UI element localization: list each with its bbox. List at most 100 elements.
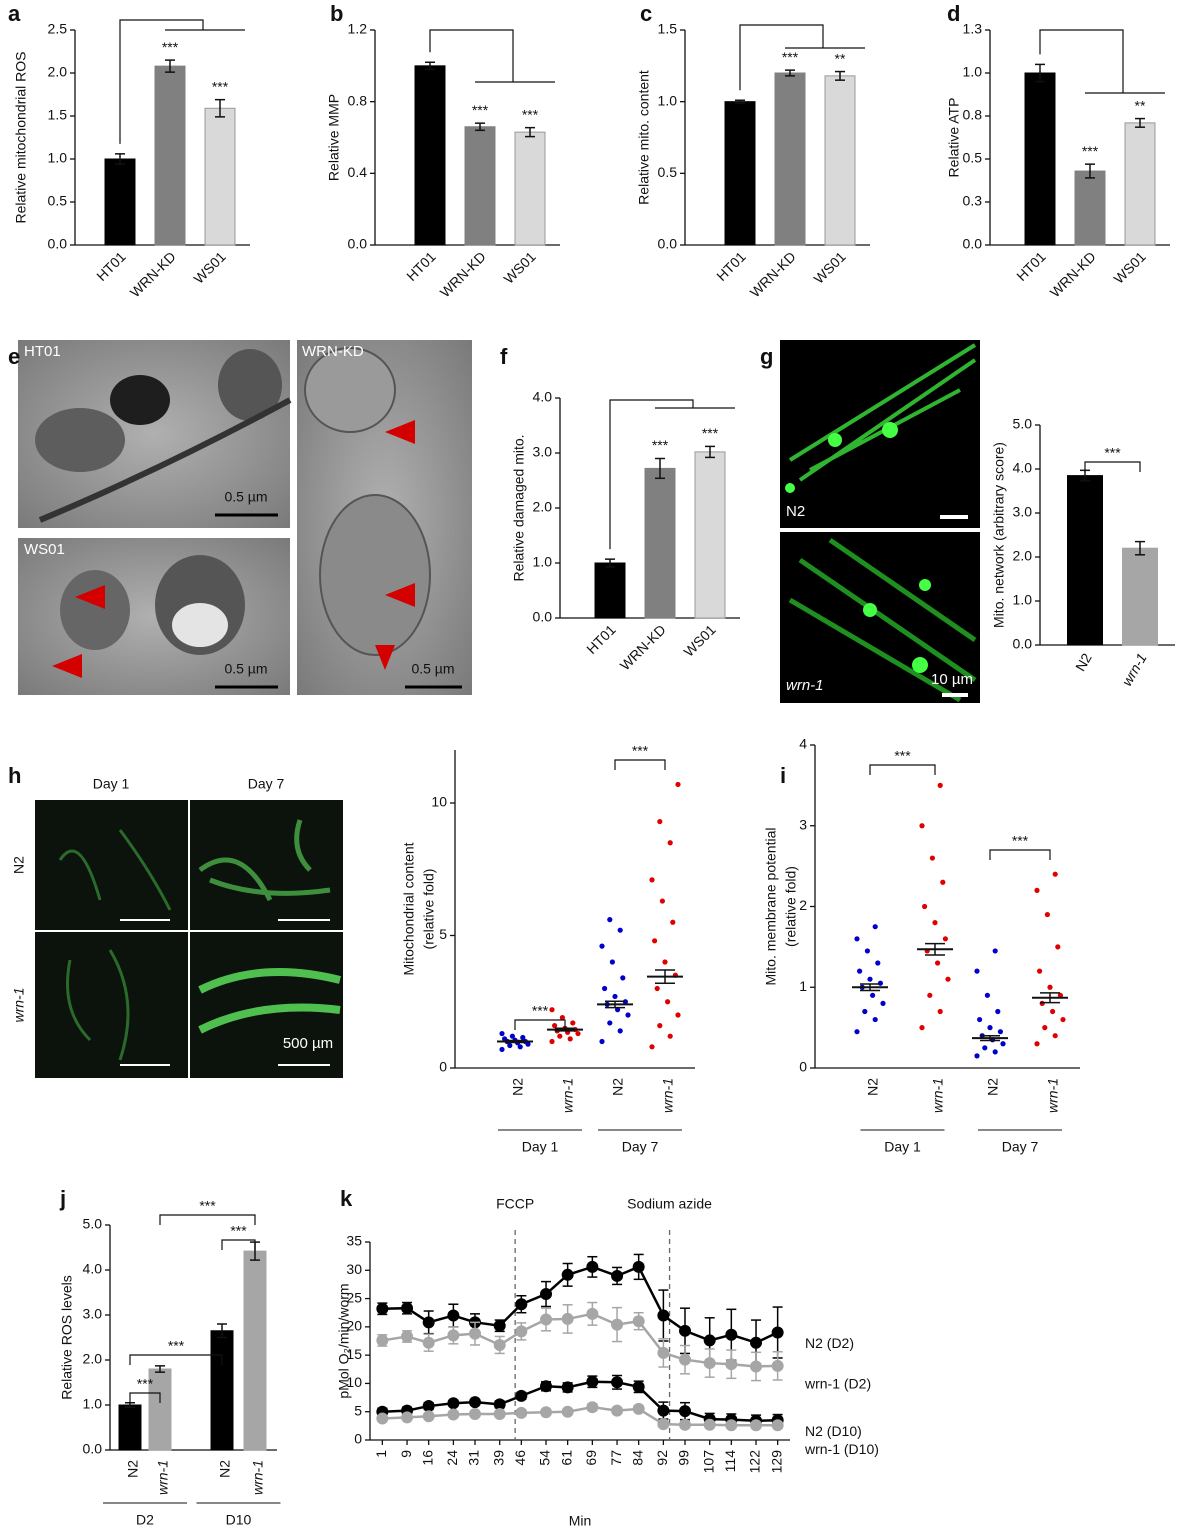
significance-label: ***	[1012, 833, 1029, 849]
em-images: HT01 WS01 WRN-KD 0.5 µm 0.5 µm 0.5 µm e	[8, 340, 472, 695]
series-line	[382, 1265, 779, 1345]
bar	[1122, 547, 1158, 646]
y-tick-label: 1.0	[48, 150, 68, 166]
series-point	[657, 1418, 670, 1431]
y-tick-label: 10	[431, 794, 447, 810]
y-tick-label: 1.0	[963, 64, 983, 80]
bar	[414, 65, 446, 246]
y-tick-label: 0.8	[963, 107, 983, 123]
x-tick-label: 24	[444, 1450, 460, 1466]
x-tick-label: 99	[676, 1450, 692, 1466]
x-tick-label: 77	[608, 1450, 624, 1466]
x-tick-label: N2	[985, 1078, 1001, 1096]
significance-label: ***	[702, 425, 719, 441]
series-point	[493, 1319, 506, 1332]
series-point	[515, 1389, 528, 1402]
x-tick-label: WS01	[500, 248, 538, 286]
bar	[694, 451, 726, 619]
y-tick-label: 0	[799, 1059, 807, 1075]
data-point	[854, 936, 860, 942]
y-tick-label: 1.2	[348, 21, 368, 37]
series-point	[632, 1380, 645, 1393]
significance-label: ***	[522, 106, 539, 122]
series-point	[447, 1397, 460, 1410]
y-tick-label: 10	[346, 1374, 362, 1390]
y-axis-label: Mitochondrial content	[401, 842, 417, 975]
data-point	[615, 1007, 621, 1013]
data-point	[997, 1029, 1004, 1035]
series-point	[540, 1380, 553, 1393]
significance-bracket	[221, 1239, 256, 1250]
series-point	[632, 1402, 645, 1415]
x-tick-label: 107	[700, 1450, 716, 1474]
data-point	[559, 1015, 566, 1021]
bar	[644, 467, 676, 619]
y-tick-label: 4.0	[1013, 460, 1033, 476]
significance-bracket	[609, 399, 735, 550]
y-tick-label: 1.0	[83, 1396, 103, 1412]
y-tick-label: 0.0	[963, 236, 983, 252]
y-tick-label: 5	[354, 1402, 362, 1418]
y-tick-label: 2	[799, 897, 807, 913]
column-label: Day 1	[93, 776, 130, 792]
y-axis-label: (relative fold)	[783, 866, 799, 947]
data-point	[499, 1046, 505, 1053]
data-point	[992, 948, 998, 954]
significance-label: ***	[472, 102, 489, 118]
y-tick-label: 0	[354, 1431, 362, 1447]
data-point	[872, 1016, 878, 1023]
series-point	[401, 1330, 414, 1343]
data-point	[1050, 1008, 1056, 1015]
y-tick-label: 4	[799, 736, 807, 752]
bar	[774, 72, 806, 246]
x-tick-label: 122	[747, 1450, 763, 1474]
data-point	[549, 1038, 555, 1045]
x-tick-label: 84	[629, 1450, 645, 1466]
data-point	[667, 1033, 673, 1039]
y-tick-label: 0.8	[348, 92, 368, 108]
series-point	[657, 1404, 670, 1417]
significance-bracket	[429, 29, 555, 83]
x-tick-label: N2	[125, 1460, 141, 1478]
y-tick-label: 3	[799, 816, 807, 832]
fluorescence-images: N2 wrn-1 10 µm g	[760, 340, 980, 703]
y-tick-label: 2.0	[533, 499, 553, 515]
x-tick-label: N2	[510, 1078, 526, 1096]
series-point	[515, 1406, 528, 1419]
data-point	[520, 1034, 526, 1041]
bar	[1074, 170, 1106, 246]
panel-letter: a	[8, 1, 21, 26]
image-label: HT01	[24, 343, 61, 360]
x-tick-label: WS01	[1110, 248, 1148, 286]
scale-bar-label: 10 µm	[931, 671, 973, 688]
data-point	[657, 1023, 663, 1029]
bar	[104, 158, 136, 246]
series-point	[493, 1338, 506, 1351]
y-tick-label: 0	[439, 1059, 447, 1075]
data-point	[667, 840, 673, 846]
x-tick-label: 46	[512, 1450, 528, 1466]
data-point	[995, 1008, 1001, 1015]
data-point	[1052, 871, 1058, 877]
data-point	[935, 960, 941, 966]
data-point	[507, 1042, 513, 1049]
event-label: FCCP	[496, 1196, 534, 1212]
panel-letter: h	[8, 763, 21, 788]
series-point	[703, 1334, 716, 1347]
worm-image	[190, 800, 343, 930]
data-point	[649, 877, 655, 883]
panel-letter: k	[340, 1186, 353, 1211]
y-axis-label: Relative mito. content	[636, 70, 652, 205]
worm-image	[35, 932, 188, 1078]
series-point	[540, 1288, 553, 1301]
y-tick-label: 1.5	[658, 21, 678, 37]
data-point	[1057, 992, 1063, 998]
significance-bracket	[869, 764, 936, 775]
significance-bracket	[159, 1214, 256, 1225]
series-point	[679, 1405, 691, 1418]
image-label: N2	[786, 503, 805, 520]
panel-letter: g	[760, 344, 773, 369]
y-tick-label: 1.0	[1013, 592, 1033, 608]
data-point	[657, 818, 663, 825]
x-tick-label: HT01	[583, 621, 619, 657]
